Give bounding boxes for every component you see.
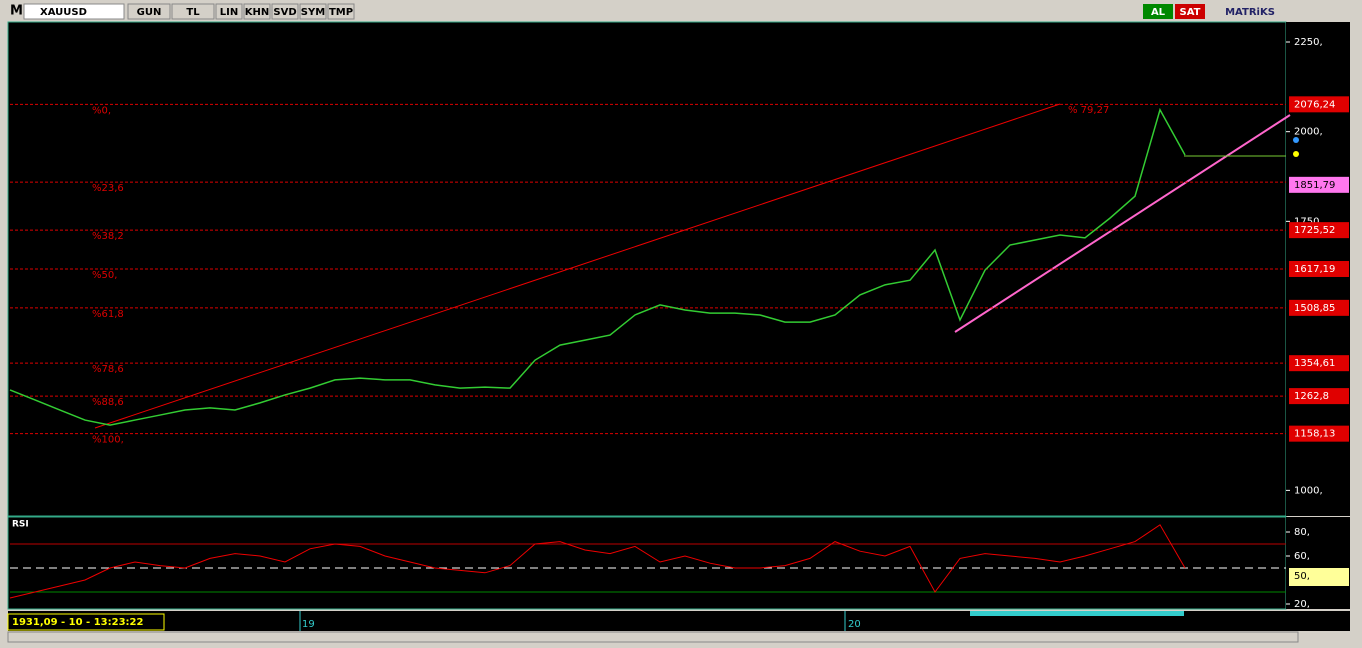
fib-price-box: [1289, 222, 1349, 239]
buy-label: AL: [1151, 7, 1166, 18]
fib-price-label: 1158,13: [1294, 429, 1335, 440]
fib-label: %78,6: [92, 364, 124, 375]
tool-button[interactable]: [327, 3, 355, 20]
symbol: XAUUSD: [40, 7, 87, 18]
volume-strip: [970, 611, 1184, 616]
current-price-box: [1289, 176, 1349, 193]
brand: MATRiKS: [1225, 7, 1275, 18]
fib-price-label: 1725,52: [1294, 225, 1335, 236]
tool-button-label: SYM: [301, 7, 325, 18]
sell-button[interactable]: [1175, 4, 1205, 19]
fib-price-label: 2076,24: [1294, 99, 1335, 110]
rsi-axis: [1286, 517, 1350, 609]
sell-label: SAT: [1180, 7, 1201, 18]
fib-label: %61,8: [92, 309, 124, 320]
rsi-tick-label: 80,: [1294, 527, 1310, 538]
tool-button-label: TMP: [329, 7, 353, 18]
tool-button-label: SVD: [273, 7, 296, 18]
tool-button[interactable]: [171, 3, 215, 20]
rsi-panel: [7, 516, 1287, 610]
status: 1931,09 - 10 - 13:23:22: [12, 617, 143, 628]
scrollbar[interactable]: [7, 631, 1299, 643]
rsi-mid-box: [1289, 568, 1349, 586]
tool-button[interactable]: [243, 3, 271, 20]
price-tick-label: 2250,: [1294, 37, 1323, 48]
fib-price-box: [1289, 260, 1349, 277]
support-line: [954, 114, 1291, 333]
time-label: 19: [302, 619, 315, 630]
marker-dot: [1293, 151, 1299, 157]
trend-line: [94, 103, 1061, 429]
price-line: [9, 107, 1186, 426]
symbol-box: [23, 3, 125, 20]
tool-button[interactable]: [299, 3, 327, 20]
rsi-tick-label: 20,: [1294, 599, 1310, 610]
rsi-tick-label: 60,: [1294, 551, 1310, 562]
time-label: 20: [848, 619, 861, 630]
fib-label: %38,2: [92, 231, 124, 242]
fib-price-box: [1289, 425, 1349, 442]
marker-dot: [1293, 137, 1299, 143]
tool-button[interactable]: [127, 3, 171, 20]
fib-price-box: [1289, 355, 1349, 372]
fib-price-label: 1354,61: [1294, 358, 1335, 369]
tool-button-label: GUN: [137, 7, 162, 18]
rsi-title: RSI: [12, 520, 29, 530]
fib-price-label: 1262,8: [1294, 391, 1329, 402]
tool-button-label: TL: [186, 7, 200, 18]
tool-button[interactable]: [271, 3, 299, 20]
fib-price-box: [1289, 299, 1349, 316]
tool-button-label: KHN: [245, 7, 270, 18]
logo: M: [10, 4, 23, 19]
tool-button-label: LIN: [220, 7, 238, 18]
buy-button[interactable]: [1143, 4, 1173, 19]
fib-label: %88,6: [92, 397, 124, 408]
rsi-mid-label: 50,: [1294, 571, 1310, 582]
fib-price-label: 1617,19: [1294, 264, 1335, 275]
status-box: [7, 613, 165, 631]
fib-price-box: [1289, 388, 1349, 405]
fib-label: %0,: [92, 105, 111, 116]
fib-label: %100,: [92, 435, 124, 446]
price-tick-label: 2000,: [1294, 127, 1323, 138]
fib-label: %50,: [92, 270, 117, 281]
rsi-line: [9, 524, 1186, 599]
tool-button[interactable]: [215, 3, 243, 20]
price-tick-label: 1000,: [1294, 485, 1323, 496]
current-price-label: 1851,79: [1294, 180, 1335, 191]
fib-price-label: 1508,85: [1294, 303, 1335, 314]
fib-price-box: [1289, 96, 1349, 113]
fib-label: %23,6: [92, 183, 124, 194]
price-tick-label: 1750,: [1294, 216, 1323, 227]
trend-label: % 79,27: [1068, 105, 1109, 116]
